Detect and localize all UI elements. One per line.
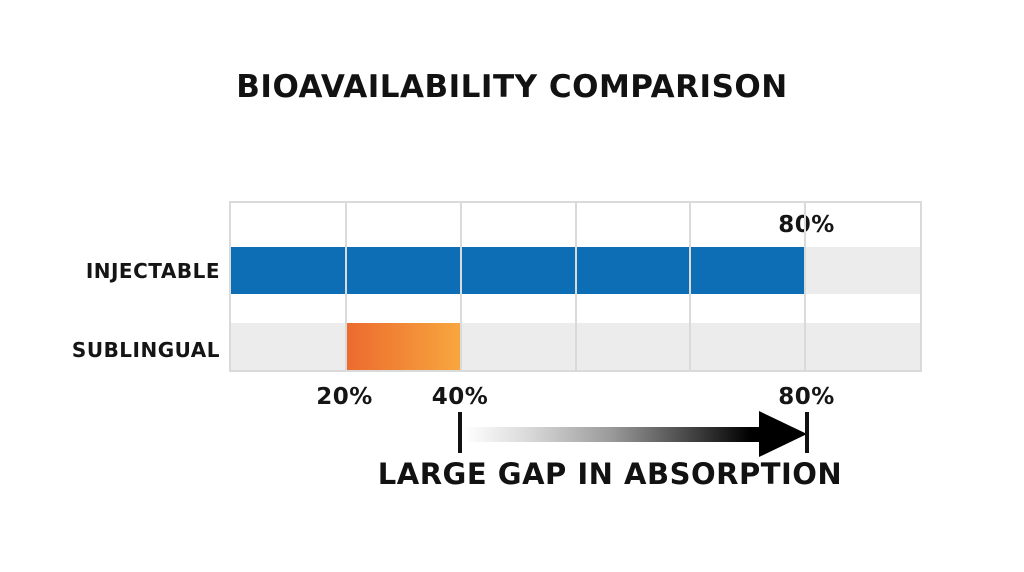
x-tick-label: 40% [431, 384, 489, 410]
annotation-label: LARGE GAP IN ABSORPTION [377, 457, 843, 491]
chart-title: BIOAVAILABILITY COMPARISON [236, 69, 788, 105]
gridline [459, 203, 462, 370]
gridline [344, 203, 347, 370]
arrow-start-tick [458, 412, 462, 453]
category-label-injectable: INJECTABLE [85, 259, 220, 283]
arrow-shaft [464, 427, 759, 442]
category-label-sublingual: SUBLINGUAL [71, 338, 220, 362]
arrow-end-tick [804, 412, 809, 453]
x-tick-label: 80% [778, 384, 835, 410]
gridline [804, 203, 807, 370]
bar-value-label: 80% [778, 212, 835, 238]
plot-area [229, 201, 922, 372]
arrow-head-icon [758, 411, 807, 457]
x-tick-label: 20% [316, 384, 373, 410]
bar-sublingual [345, 323, 461, 370]
gridline [689, 203, 692, 370]
gridline [574, 203, 577, 370]
bar-injectable [231, 247, 806, 294]
